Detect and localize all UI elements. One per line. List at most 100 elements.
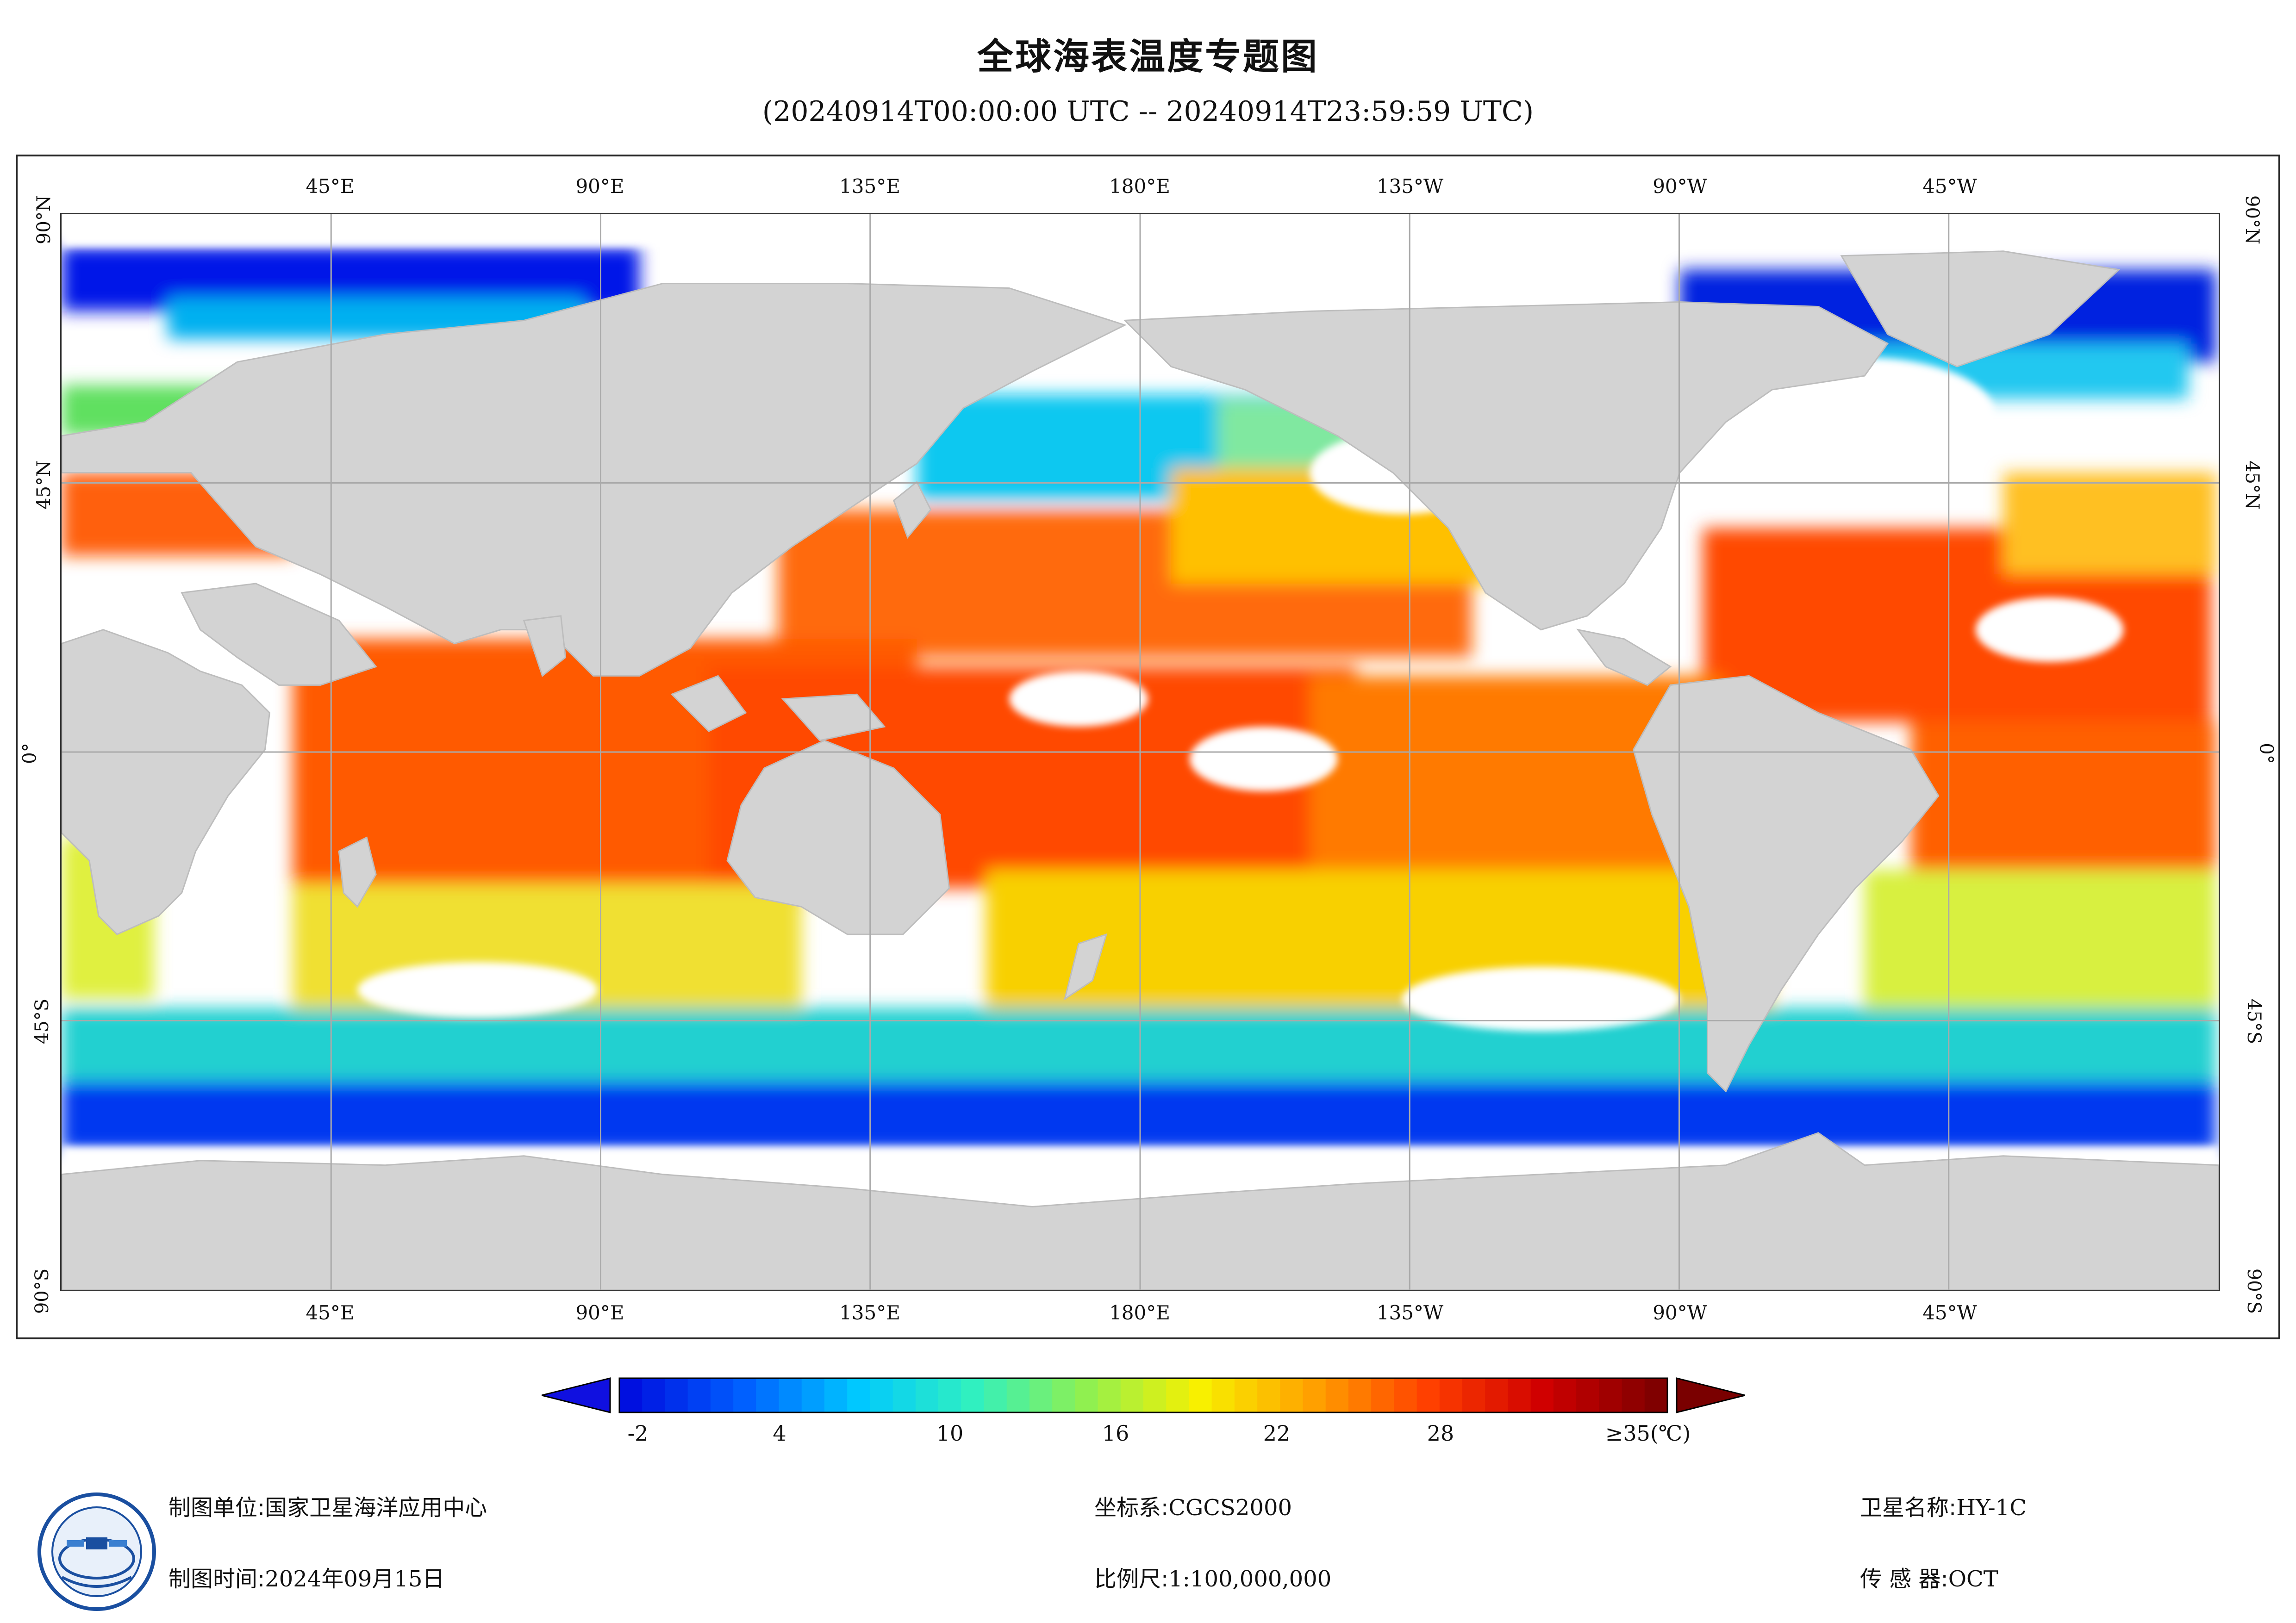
colorbar-cell	[1325, 1378, 1349, 1412]
colorbar-tick-label: 22	[1263, 1421, 1291, 1446]
lat-label-right-0: 0°	[2255, 743, 2277, 764]
colorbar-cell	[733, 1378, 756, 1412]
land-new-guinea	[781, 693, 886, 741]
land-arabia	[181, 583, 377, 686]
lon-label-top-45e: 45°E	[306, 175, 355, 198]
colorbar-cell	[710, 1378, 734, 1412]
sst-north-atlantic-mid	[2003, 473, 2216, 574]
colorbar-cell	[1485, 1378, 1508, 1412]
footer-org-value: 国家卫星海洋应用中心	[265, 1495, 487, 1521]
colorbar-cell	[961, 1378, 984, 1412]
colorbar	[542, 1370, 1745, 1462]
sst-southern-cold	[62, 1082, 2216, 1151]
land-eurasia	[62, 283, 1127, 677]
colorbar-cell	[687, 1378, 711, 1412]
land-north-america	[1123, 301, 1889, 631]
footer-crs-label: 坐标系:	[1094, 1495, 1169, 1521]
colorbar-svg	[542, 1377, 1745, 1413]
land-central-america	[1576, 628, 1672, 686]
lat-label-right-45n: 45°N	[2241, 460, 2263, 510]
sst-map	[60, 213, 2220, 1291]
colorbar-cell	[1508, 1378, 1531, 1412]
map-title: 全球海表温度专题图	[977, 36, 1319, 78]
colorbar-cell	[1234, 1378, 1258, 1412]
lon-label-bottom-90w: 90°W	[1653, 1301, 1707, 1324]
colorbar-cell	[1622, 1378, 1645, 1412]
colorbar-cell	[870, 1378, 893, 1412]
land-borneo	[670, 675, 747, 732]
footer-org: 制图单位:国家卫星海洋应用中心	[168, 1489, 487, 1522]
colorbar-cell	[938, 1378, 961, 1412]
colorbar-min-arrow	[542, 1377, 611, 1413]
lon-label-top-135w: 135°W	[1376, 175, 1444, 198]
colorbar-cell	[1166, 1378, 1189, 1412]
colorbar-cell	[1644, 1378, 1668, 1412]
graticule	[62, 214, 2219, 1290]
colorbar-cell	[1439, 1378, 1463, 1412]
footer-satellite: 卫星名称:HY-1C	[1860, 1489, 2027, 1522]
map-subtitle: (20240914T00:00:00 UTC -- 20240914T23:59…	[762, 95, 1534, 128]
lon-label-top-135e: 135°E	[839, 175, 900, 198]
colorbar-cell	[665, 1378, 688, 1412]
footer-scale-label: 比例尺:	[1094, 1566, 1169, 1592]
colorbar-cell	[1371, 1378, 1394, 1412]
colorbar-cell	[824, 1378, 848, 1412]
sst-south-atlantic	[1864, 870, 2216, 1018]
lon-label-bottom-45w: 45°W	[1922, 1301, 1977, 1324]
sst-southern-mid	[62, 1008, 2216, 1082]
colorbar-cell	[1257, 1378, 1280, 1412]
colorbar-cell	[915, 1378, 939, 1412]
land-africa	[62, 629, 270, 935]
map-frame	[16, 155, 2280, 1339]
colorbar-border	[618, 1377, 1668, 1413]
colorbar-cell	[1052, 1378, 1075, 1412]
colorbar-cell	[1006, 1378, 1030, 1412]
colorbar-cell	[1280, 1378, 1304, 1412]
lon-label-bottom-135w: 135°W	[1376, 1301, 1444, 1324]
footer-scale: 比例尺:1:100,000,000	[1094, 1561, 1331, 1593]
land-japan	[892, 481, 932, 539]
footer-sensor-value: OCT	[1948, 1566, 1998, 1592]
lat-label-left-90n: 90°N	[33, 195, 55, 244]
colorbar-cell	[984, 1378, 1007, 1412]
colorbar-cell	[847, 1378, 870, 1412]
footer-sensor: 传 感 器:OCT	[1860, 1561, 1998, 1593]
colorbar-cell	[642, 1378, 665, 1412]
colorbar-tick-label: ≥35(℃)	[1605, 1421, 1691, 1446]
colorbar-cell	[756, 1378, 780, 1412]
lon-label-bottom-135e: 135°E	[839, 1301, 900, 1324]
colorbar-cell	[1416, 1378, 1440, 1412]
colorbar-cell	[779, 1378, 802, 1412]
lon-label-bottom-90e: 90°E	[575, 1301, 624, 1324]
lat-label-right-45s: 45°S	[2243, 998, 2265, 1045]
colorbar-cell	[1530, 1378, 1554, 1412]
footer-crs-value: CGCS2000	[1168, 1495, 1292, 1521]
lon-label-bottom-45e: 45°E	[306, 1301, 355, 1324]
colorbar-cell	[1098, 1378, 1121, 1412]
colorbar-tick-label: 16	[1102, 1421, 1129, 1446]
colorbar-cell	[1303, 1378, 1326, 1412]
colorbar-cell	[1029, 1378, 1053, 1412]
colorbar-tick-label: 28	[1427, 1421, 1454, 1446]
lat-label-left-45s: 45°S	[31, 998, 53, 1045]
colorbar-cell	[1576, 1378, 1599, 1412]
footer-date-label: 制图时间:	[168, 1566, 265, 1592]
lat-label-right-90s: 90°S	[2243, 1268, 2265, 1314]
lon-label-top-90e: 90°E	[575, 175, 624, 198]
footer-date-value: 2024年09月15日	[265, 1566, 445, 1592]
lon-label-top-90w: 90°W	[1653, 175, 1707, 198]
footer-scale-value: 1:100,000,000	[1168, 1566, 1332, 1592]
land-australia	[726, 740, 950, 935]
sst-tropical-atlantic	[1910, 722, 2216, 884]
colorbar-cell	[892, 1378, 916, 1412]
colorbar-cell	[1348, 1378, 1372, 1412]
land-new-zealand	[1063, 933, 1108, 1001]
lon-label-top-180e: 180°E	[1109, 175, 1170, 198]
footer-satellite-label: 卫星名称:	[1860, 1495, 1957, 1521]
lon-label-bottom-180e: 180°E	[1109, 1301, 1170, 1324]
lat-label-left-0: 0°	[19, 743, 41, 764]
colorbar-cell	[1394, 1378, 1417, 1412]
colorbar-max-arrow	[1676, 1377, 1745, 1413]
lat-label-right-90n: 90°N	[2241, 195, 2263, 244]
colorbar-cell	[801, 1378, 825, 1412]
